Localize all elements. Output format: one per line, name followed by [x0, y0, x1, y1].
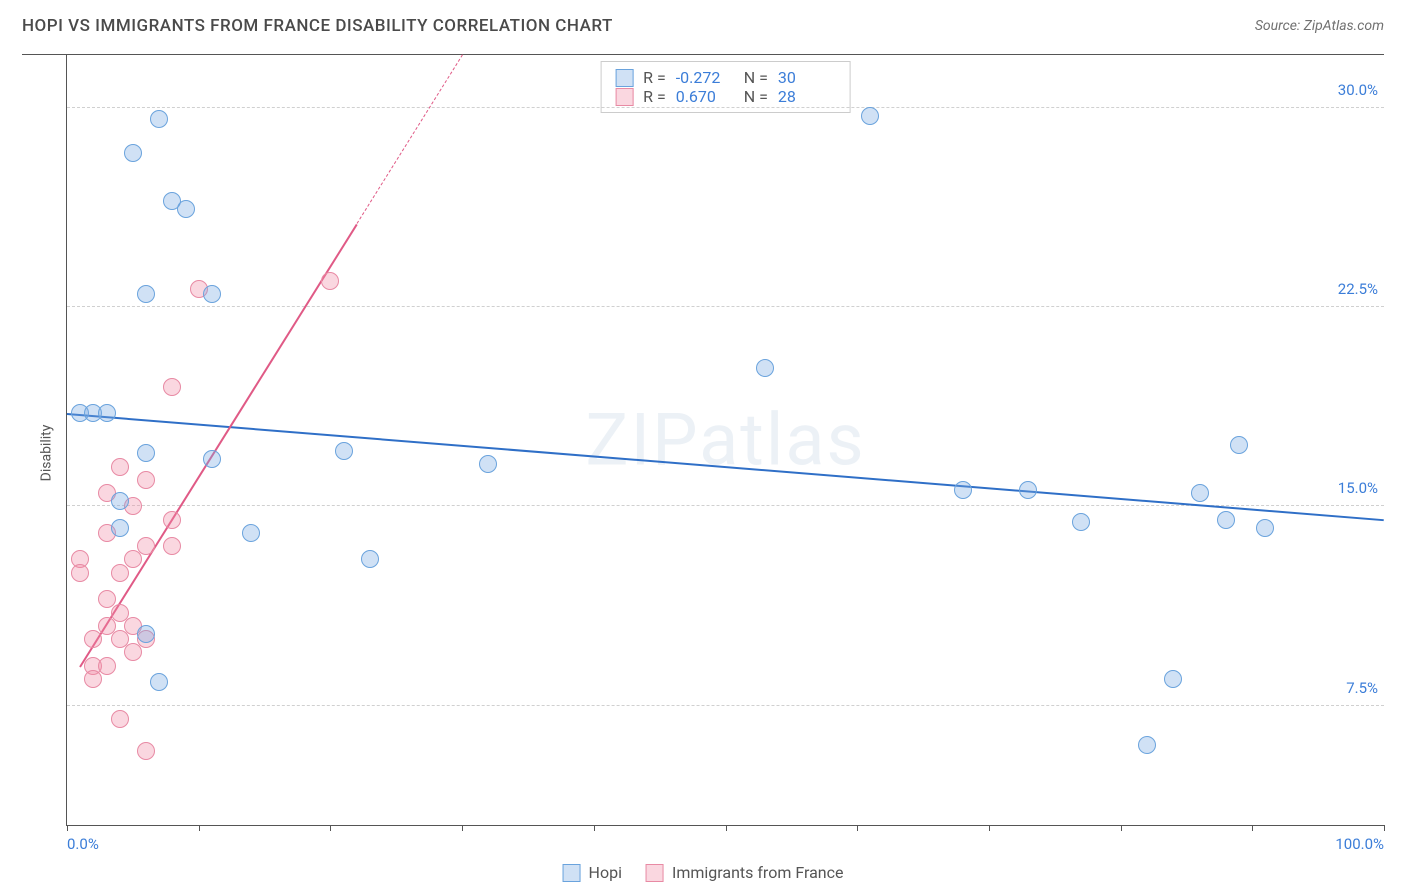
- data-point: [150, 110, 168, 128]
- gridline: [67, 306, 1384, 307]
- data-point: [203, 285, 221, 303]
- series-legend: Hopi Immigrants from France: [563, 863, 844, 882]
- chart-container: Disability ZIPatlas R = -0.272 N = 30 R …: [22, 54, 1384, 850]
- data-point: [137, 285, 155, 303]
- legend-label-hopi: Hopi: [589, 863, 622, 882]
- data-point: [861, 107, 879, 125]
- data-point: [756, 359, 774, 377]
- data-point: [1217, 511, 1235, 529]
- legend-row-france: R = 0.670 N = 28: [615, 87, 836, 106]
- swatch-france: [615, 88, 633, 106]
- x-tick: [462, 825, 463, 831]
- x-tick: [330, 825, 331, 831]
- x-tick: [1252, 825, 1253, 831]
- data-point: [84, 630, 102, 648]
- y-axis-label: Disability: [38, 424, 54, 481]
- x-tick: [67, 825, 68, 831]
- data-point: [203, 450, 221, 468]
- data-point: [137, 444, 155, 462]
- swatch-hopi: [615, 69, 633, 87]
- legend-row-hopi: R = -0.272 N = 30: [615, 68, 836, 87]
- data-point: [1230, 436, 1248, 454]
- x-tick-label: 100.0%: [1335, 835, 1384, 853]
- data-point: [1256, 519, 1274, 537]
- swatch-hopi: [563, 864, 581, 882]
- data-point: [71, 564, 89, 582]
- data-point: [150, 673, 168, 691]
- x-tick: [989, 825, 990, 831]
- n-value-hopi: 30: [778, 68, 836, 87]
- data-point: [111, 564, 129, 582]
- data-point: [1138, 736, 1156, 754]
- data-point: [111, 492, 129, 510]
- trend-line: [356, 55, 462, 224]
- gridline: [67, 505, 1384, 506]
- data-point: [1191, 484, 1209, 502]
- data-point: [84, 670, 102, 688]
- y-tick-label: 15.0%: [1338, 479, 1378, 497]
- r-value-hopi: -0.272: [676, 68, 734, 87]
- legend-label-france: Immigrants from France: [672, 863, 844, 882]
- y-tick-label: 22.5%: [1338, 280, 1378, 298]
- swatch-france: [646, 864, 664, 882]
- data-point: [98, 657, 116, 675]
- data-point: [321, 272, 339, 290]
- y-tick-label: 30.0%: [1338, 81, 1378, 99]
- data-point: [124, 550, 142, 568]
- gridline: [67, 107, 1384, 108]
- data-point: [98, 404, 116, 422]
- data-point: [137, 742, 155, 760]
- data-point: [163, 537, 181, 555]
- x-tick: [199, 825, 200, 831]
- correlation-legend: R = -0.272 N = 30 R = 0.670 N = 28: [600, 61, 851, 113]
- n-label: N =: [744, 87, 768, 106]
- data-point: [479, 455, 497, 473]
- data-point: [177, 200, 195, 218]
- data-point: [137, 471, 155, 489]
- data-point: [1019, 481, 1037, 499]
- data-point: [137, 537, 155, 555]
- data-point: [111, 458, 129, 476]
- data-point: [124, 643, 142, 661]
- r-label: R =: [643, 68, 666, 87]
- y-tick-label: 7.5%: [1346, 679, 1378, 697]
- watermark-text: ZIPatlas: [585, 398, 865, 483]
- x-tick-label: 0.0%: [67, 835, 99, 853]
- n-value-france: 28: [778, 87, 836, 106]
- chart-title: HOPI VS IMMIGRANTS FROM FRANCE DISABILIT…: [22, 16, 613, 36]
- data-point: [111, 710, 129, 728]
- data-point: [163, 378, 181, 396]
- x-tick: [594, 825, 595, 831]
- data-point: [1164, 670, 1182, 688]
- data-point: [242, 524, 260, 542]
- legend-item-hopi: Hopi: [563, 863, 622, 882]
- n-label: N =: [744, 68, 768, 87]
- source-attribution: Source: ZipAtlas.com: [1255, 18, 1384, 34]
- gridline: [67, 705, 1384, 706]
- x-tick: [1384, 825, 1385, 831]
- data-point: [124, 144, 142, 162]
- data-point: [335, 442, 353, 460]
- data-point: [137, 625, 155, 643]
- legend-item-france: Immigrants from France: [646, 863, 844, 882]
- data-point: [1072, 513, 1090, 531]
- x-tick: [1121, 825, 1122, 831]
- x-tick: [857, 825, 858, 831]
- plot-area: ZIPatlas R = -0.272 N = 30 R = 0.670 N =…: [66, 55, 1384, 826]
- x-tick: [726, 825, 727, 831]
- data-point: [163, 511, 181, 529]
- data-point: [954, 481, 972, 499]
- r-value-france: 0.670: [676, 87, 734, 106]
- data-point: [111, 519, 129, 537]
- data-point: [361, 550, 379, 568]
- r-label: R =: [643, 87, 666, 106]
